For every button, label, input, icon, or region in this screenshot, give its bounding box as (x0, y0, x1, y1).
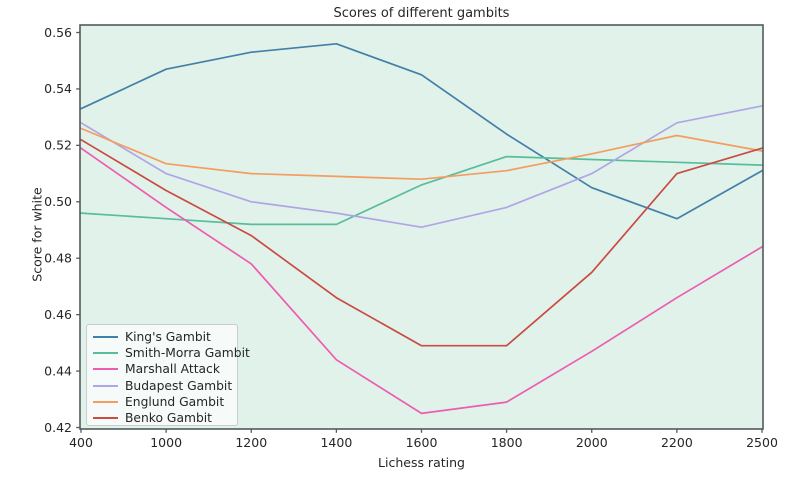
x-tick-label: 1000 (150, 435, 182, 450)
legend-swatch (93, 336, 118, 339)
legend: King's Gambit Smith-Morra Gambit Marshall … (86, 324, 250, 426)
series-line-king-s-gambit (80, 42, 763, 220)
y-tick-label: 0.50 (44, 194, 72, 209)
x-tick-label: 1800 (491, 435, 523, 450)
legend-item: Smith-Morra Gambit (90, 345, 250, 361)
series-line-smith-morra-gambit (80, 155, 763, 226)
legend-item: King's Gambit (90, 329, 237, 345)
legend-item: Benko Gambit (90, 410, 237, 426)
legend-swatch (93, 400, 118, 403)
x-tick-label: 1400 (320, 435, 352, 450)
series-line-marshall-attack (80, 147, 763, 415)
y-tick-label: 0.44 (44, 363, 72, 378)
legend-label: King's Gambit (125, 329, 211, 344)
legend-swatch (93, 384, 118, 387)
legend-label: Marshall Attack (125, 362, 220, 377)
legend-item: Englund Gambit (90, 394, 237, 410)
y-axis-label: Score for white (29, 187, 45, 282)
legend-item: Budapest Gambit (90, 378, 237, 394)
y-tick-label: 0.56 (44, 25, 72, 40)
series-line-englund-gambit (80, 127, 763, 181)
x-tick-label: 2500 (746, 435, 778, 450)
x-tick-label: 2200 (661, 435, 693, 450)
x-tick-label: 2000 (576, 435, 608, 450)
legend-label: Smith-Morra Gambit (125, 346, 250, 361)
legend-swatch (93, 417, 118, 420)
x-tick-label: 400 (69, 435, 93, 450)
legend-label: Englund Gambit (125, 394, 225, 409)
y-tick-label: 0.46 (44, 307, 72, 322)
x-tick-label: 1200 (235, 435, 267, 450)
series-line-benko-gambit (80, 138, 763, 347)
legend-swatch (93, 368, 118, 371)
series-line-budapest-gambit (80, 105, 763, 229)
y-tick-label: 0.48 (44, 251, 72, 266)
y-tick-label: 0.54 (44, 81, 72, 96)
y-tick-label: 0.52 (44, 138, 72, 153)
y-tick-label: 0.42 (44, 420, 72, 435)
legend-label: Budapest Gambit (125, 378, 233, 393)
legend-item: Marshall Attack (90, 361, 237, 377)
legend-swatch (93, 352, 118, 355)
legend-label: Benko Gambit (125, 410, 212, 425)
x-axis-label: Lichess rating (378, 455, 465, 470)
chart-title: Scores of different gambits (333, 6, 510, 21)
x-tick-label: 1600 (406, 435, 438, 450)
